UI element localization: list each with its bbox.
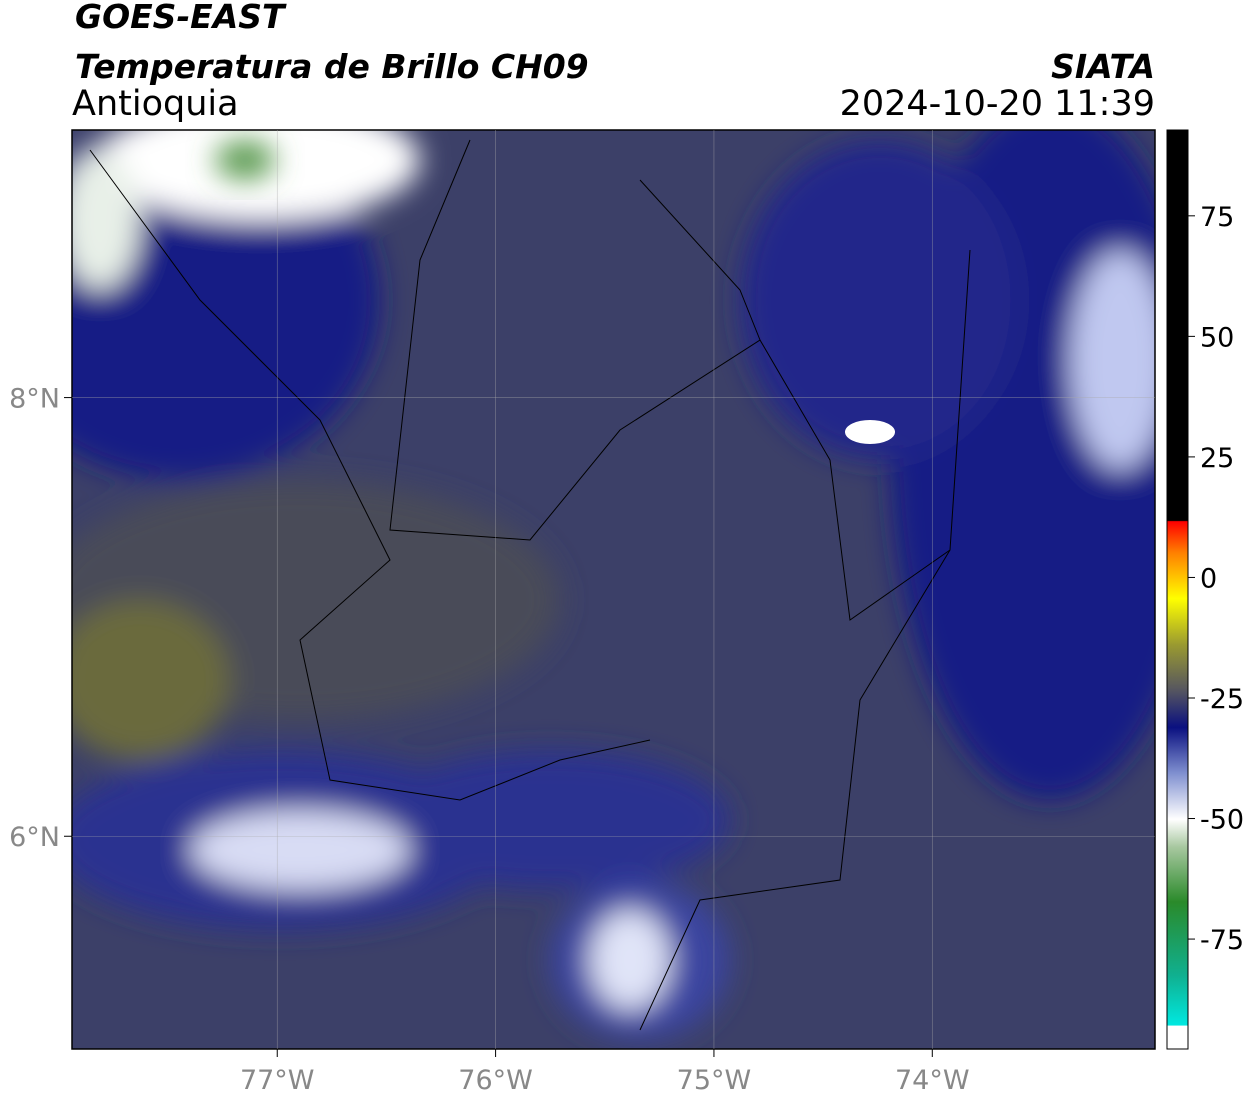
map-frame <box>71 129 1156 1050</box>
region: Antioquia <box>72 84 239 124</box>
x-tick-label: 75°W <box>677 1065 752 1096</box>
colorbar <box>1166 129 1189 1050</box>
source: SIATA <box>1051 47 1155 86</box>
title: GOES-EAST <box>75 0 287 36</box>
map-image <box>72 130 1155 1049</box>
colorbar-tick-label: 75 <box>1200 202 1234 233</box>
colorbar-tick-label: -50 <box>1200 805 1244 836</box>
colorbar-tick-label: 25 <box>1200 443 1234 474</box>
x-tick-label: 74°W <box>895 1065 970 1096</box>
colorbar-tick-label: 50 <box>1200 322 1234 353</box>
colorbar-tick-label: -25 <box>1200 684 1244 715</box>
x-tick-label: 77°W <box>240 1065 315 1096</box>
y-tick-label: 6°N <box>9 822 60 853</box>
datetime: 2024-10-20 11:39 <box>840 84 1155 124</box>
x-tick-label: 76°W <box>458 1065 533 1096</box>
colorbar-tick-label: -75 <box>1200 925 1244 956</box>
colorbar-tick-label: 0 <box>1200 563 1217 594</box>
subtitle: Temperatura de Brillo CH09 <box>75 47 589 86</box>
y-tick-label: 8°N <box>9 384 60 415</box>
